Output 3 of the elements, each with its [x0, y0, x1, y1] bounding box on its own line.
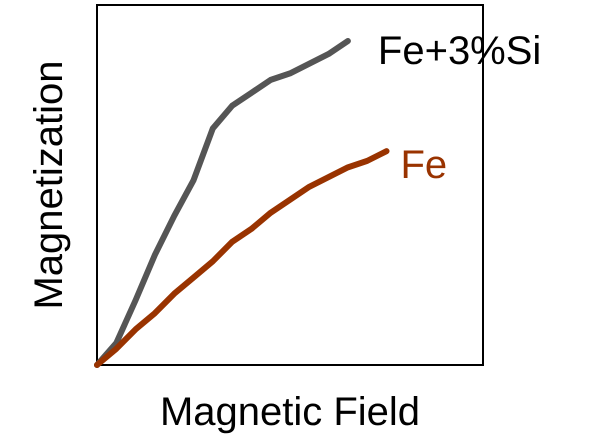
series-label: Fe	[400, 143, 448, 188]
x-axis-title: Magnetic Field	[160, 390, 420, 434]
y-axis-title: Magnetization	[27, 60, 71, 310]
